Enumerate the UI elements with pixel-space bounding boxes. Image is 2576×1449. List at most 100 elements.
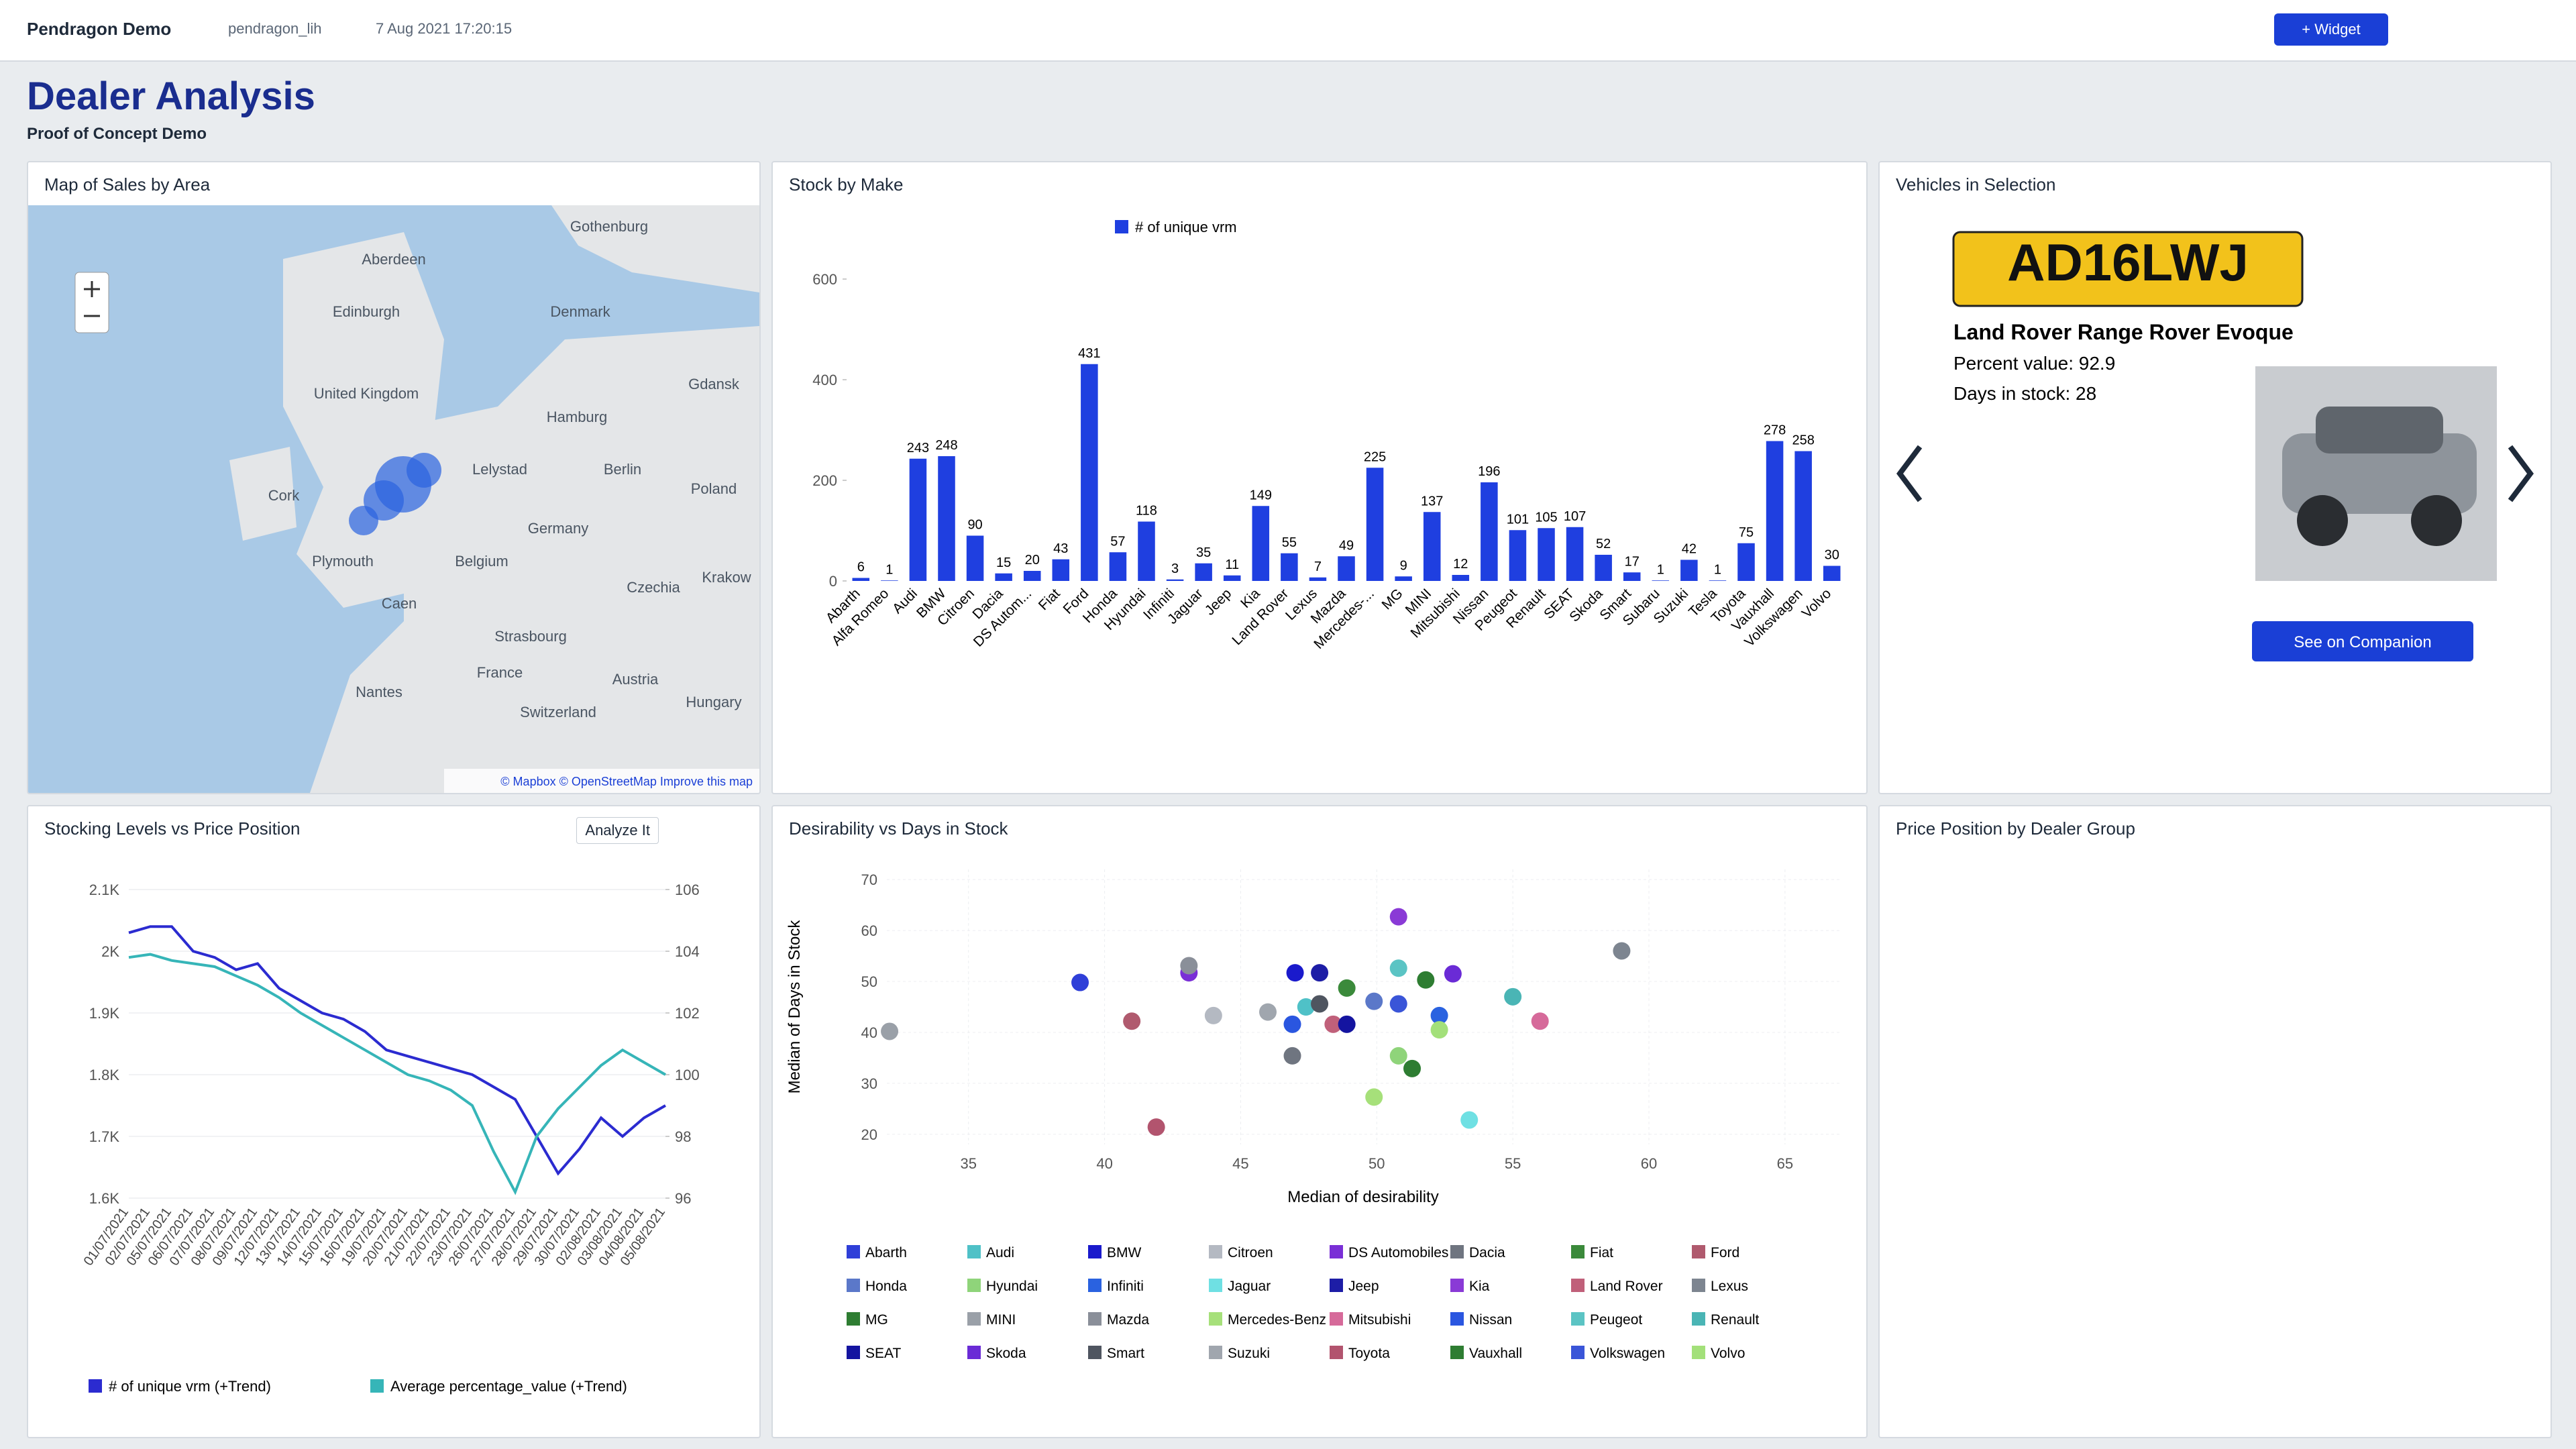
legend-label: Abarth: [865, 1245, 907, 1260]
legend-label: Ford: [1711, 1245, 1739, 1260]
y-tick-label: 1.9K: [89, 1005, 120, 1022]
point: [1259, 1003, 1277, 1021]
point: [1613, 942, 1631, 960]
x-tick-label: 65: [1777, 1155, 1793, 1172]
point: [881, 1022, 899, 1040]
legend-swatch: [1209, 1312, 1222, 1326]
data-label: 137: [1421, 494, 1443, 508]
data-label: 6: [857, 560, 865, 575]
legend-swatch: [1088, 1346, 1102, 1359]
legend-label: Average percentage_value (+Trend): [390, 1378, 627, 1395]
legend-swatch: [1692, 1245, 1705, 1258]
legend-swatch: [967, 1245, 981, 1258]
legend-swatch: [967, 1346, 981, 1359]
map-label: Austria: [612, 671, 659, 688]
data-label: 107: [1564, 509, 1586, 524]
legend-label: Dacia: [1469, 1245, 1505, 1260]
land: [229, 447, 297, 541]
data-label: 12: [1453, 557, 1468, 572]
bar: [1823, 566, 1841, 581]
point: [1180, 957, 1198, 975]
plate: [1952, 231, 2304, 307]
y-tick-label: 1.6K: [89, 1190, 120, 1207]
x-tick-label: Volvo: [1799, 586, 1835, 621]
data-label: 75: [1739, 525, 1754, 540]
point: [1286, 964, 1304, 982]
data-label: 55: [1282, 535, 1297, 550]
bar: [938, 456, 955, 581]
vehicle-model: Land Rover Range Rover Evoque: [1953, 320, 2294, 344]
legend-swatch: [1571, 1312, 1585, 1326]
panel-title: Desirability vs Days in Stock: [789, 818, 1008, 839]
bar: [1423, 512, 1441, 581]
legend-label: Audi: [986, 1245, 1014, 1260]
map-label: Hamburg: [547, 409, 607, 425]
bar: [1166, 579, 1184, 581]
user-name[interactable]: pendragon_lih: [228, 20, 322, 37]
y-tick-label: 40: [861, 1024, 877, 1041]
bar: [1481, 482, 1498, 581]
data-label: 243: [907, 441, 929, 455]
bar: [1023, 571, 1041, 581]
x-axis-label: Median of desirability: [1287, 1188, 1438, 1206]
map-label: Plymouth: [312, 553, 374, 570]
legend-label: Jaguar: [1228, 1279, 1271, 1294]
data-label: 225: [1364, 449, 1386, 464]
zoom-control[interactable]: [74, 272, 109, 333]
map-attribution: © Mapbox © OpenStreetMap Improve this ma…: [500, 775, 753, 788]
legend-swatch: [1692, 1279, 1705, 1292]
map[interactable]: Aberdeen Gothenburg Edinburgh Denmark Gdansk…: [28, 205, 759, 793]
panel-title: Vehicles in Selection: [1896, 174, 2056, 195]
analyze-button[interactable]: Analyze It: [576, 817, 659, 844]
legend-label: Peugeot: [1590, 1312, 1642, 1328]
point: [1204, 1006, 1222, 1024]
point: [1460, 1111, 1479, 1129]
timestamp: 7 Aug 2021 17:20:15: [376, 20, 513, 37]
bar: [1595, 555, 1612, 581]
data-label: 118: [1136, 504, 1157, 519]
days-in-stock: Days in stock: 28: [1953, 383, 2096, 404]
attribution-bg: [444, 769, 759, 793]
legend-swatch: [967, 1279, 981, 1292]
data-label: 101: [1507, 512, 1529, 527]
legend-label: Mercedes-Benz: [1228, 1312, 1326, 1328]
bar: [1538, 528, 1555, 581]
line-chart: 1.6K1.7K1.8K1.9K2K2.1K969810010210410601…: [81, 881, 700, 1395]
y-tick-label: 1.8K: [89, 1067, 120, 1083]
bar: [1138, 521, 1155, 581]
legend-label: SEAT: [865, 1346, 901, 1361]
legend-label: # of unique vrm: [1135, 219, 1237, 235]
map-label: Caen: [382, 595, 417, 612]
point: [1504, 987, 1522, 1006]
bar: [1366, 468, 1384, 581]
data-label: 105: [1535, 510, 1557, 525]
bar: [1766, 441, 1784, 581]
data-label: 248: [935, 438, 957, 453]
panel-title: Stocking Levels vs Price Position: [44, 818, 301, 839]
legend-label: Volkswagen: [1590, 1346, 1665, 1361]
legend-swatch: [1571, 1245, 1585, 1258]
y2-tick-label: 106: [675, 881, 700, 898]
point: [1389, 959, 1407, 977]
companion-button[interactable]: [2252, 621, 2473, 661]
x-tick-label: Skoda: [1566, 586, 1606, 625]
point: [1311, 995, 1329, 1013]
point: [1338, 979, 1356, 997]
companion-button-label[interactable]: See on Companion: [2294, 633, 2431, 651]
add-widget-button[interactable]: + Widget: [2274, 13, 2388, 46]
x-tick-label: MG: [1379, 586, 1405, 612]
data-label: 258: [1792, 433, 1814, 448]
bar: [1623, 572, 1641, 581]
map-label: France: [477, 664, 523, 681]
data-label: 42: [1682, 542, 1697, 557]
legend-swatch: [1088, 1245, 1102, 1258]
next-arrow[interactable]: [2508, 445, 2534, 502]
point: [1324, 1015, 1342, 1033]
desirability-panel: Desirability vs Days in Stock 20 30 40 50 60…: [771, 805, 1868, 1438]
legend-label: # of unique vrm (+Trend): [109, 1378, 271, 1395]
data-label: 278: [1764, 423, 1786, 438]
point: [1283, 1046, 1301, 1065]
y2-tick-label: 96: [675, 1190, 691, 1207]
stock-by-make-panel: Stock by Make 0 200 400 600 # of unique vrm 6…: [771, 161, 1868, 794]
prev-arrow[interactable]: [1896, 445, 1923, 502]
